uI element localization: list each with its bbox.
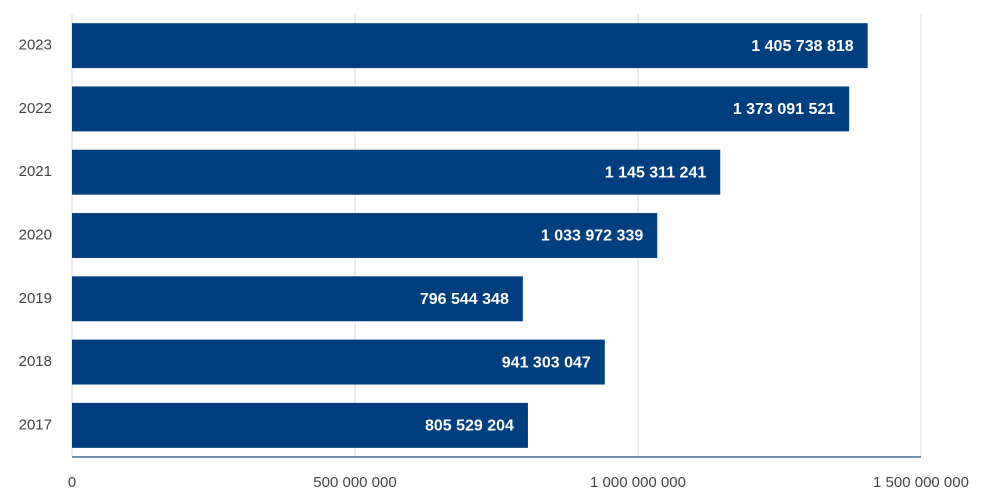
- value-label: 1 405 738 818: [751, 38, 853, 55]
- bar: [72, 339, 605, 385]
- y-tick-label: 2021: [19, 163, 52, 180]
- value-label: 1 033 972 339: [541, 228, 643, 245]
- bar: [72, 213, 658, 258]
- bar: [72, 149, 721, 195]
- value-label: 1 145 311 241: [605, 164, 707, 181]
- bar: [72, 86, 850, 132]
- y-tick-label: 2018: [19, 353, 52, 370]
- value-label: 941 303 047: [502, 354, 591, 371]
- bar: [72, 402, 528, 448]
- y-tick-label: 2022: [19, 100, 52, 117]
- y-tick-label: 2019: [19, 290, 52, 307]
- y-tick-label: 2023: [19, 37, 52, 54]
- value-label: 805 529 204: [425, 418, 514, 435]
- x-tick-label: 1 000 000 000: [590, 474, 686, 491]
- value-label: 796 544 348: [420, 291, 509, 308]
- x-tick-label: 500 000 000: [313, 474, 396, 491]
- y-tick-label: 2017: [19, 416, 52, 433]
- x-tick-label: 1 500 000 000: [873, 474, 969, 491]
- bar: [72, 23, 868, 69]
- x-tick-label: 0: [68, 474, 76, 491]
- value-label: 1 373 091 521: [733, 101, 835, 118]
- y-tick-label: 2020: [19, 226, 52, 243]
- bar: [72, 276, 523, 322]
